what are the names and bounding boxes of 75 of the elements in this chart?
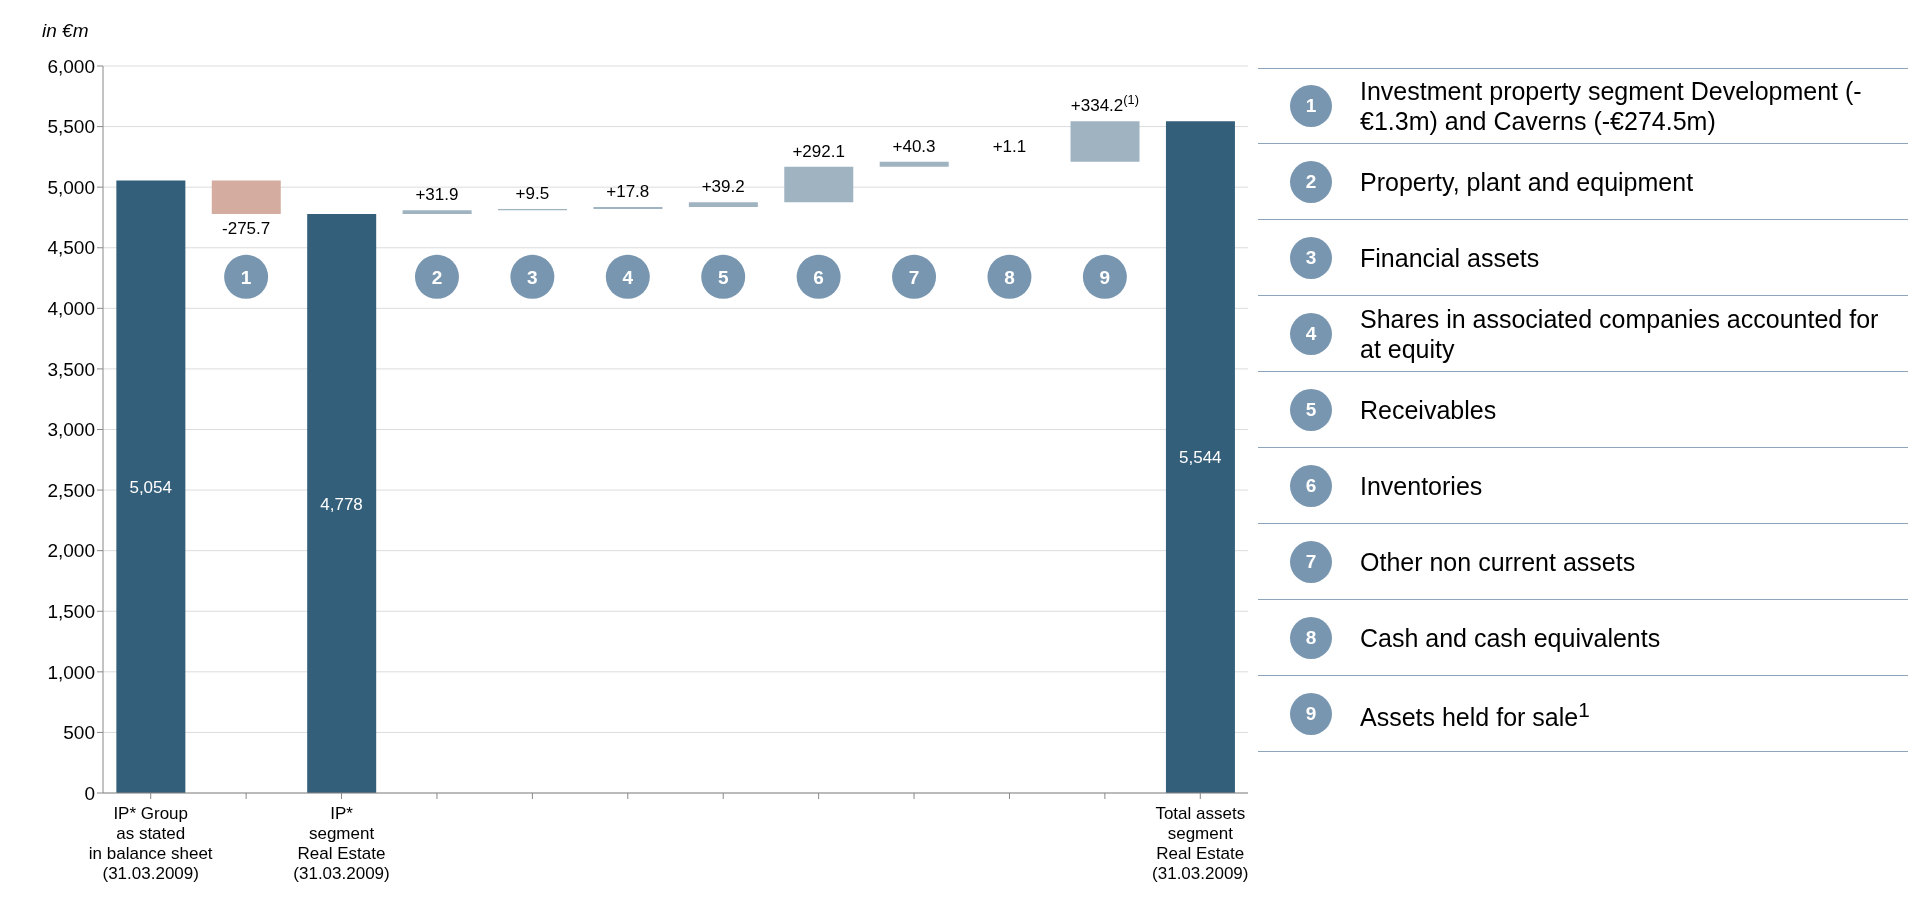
number-badge: 4	[1290, 312, 1332, 355]
text: Assets held for sale$^{1}$	[1360, 696, 1591, 733]
text: Inventories	[1360, 470, 1484, 501]
annotation: 9	[1099, 266, 1111, 288]
y-tick-label: 0	[84, 782, 95, 804]
annotation: 8	[1004, 266, 1015, 288]
data-label: +17.8	[606, 181, 650, 201]
bar	[116, 180, 186, 793]
y-tick-label: 5,000	[47, 176, 95, 198]
data-label: 5,544	[1179, 448, 1222, 468]
y-axis-title: in €m	[42, 20, 89, 42]
x-tick-label: Total assets segment Real Estate (31.03.2009)	[1152, 804, 1249, 883]
annotation: 2	[431, 266, 443, 288]
annotation: 5	[717, 266, 729, 288]
number-badge: 3	[510, 254, 555, 299]
y-tick-label: 3,000	[47, 419, 95, 441]
annotation: 4	[622, 266, 634, 288]
data-label: +292.1	[792, 141, 845, 161]
text: Receivables	[1360, 394, 1498, 425]
data-label: +1.1	[992, 136, 1027, 156]
annotation: 6	[813, 266, 824, 288]
text: Property, plant and equipment	[1360, 166, 1695, 197]
data-label: +39.2	[701, 177, 745, 197]
number-badge: 5	[701, 254, 746, 299]
data-label: +334.2$^{(1)}$	[1070, 91, 1139, 116]
y-tick-label: 1,500	[47, 600, 95, 622]
bar	[1070, 121, 1140, 162]
number-badge: 4	[605, 254, 650, 299]
x-tick-label: IP* segment Real Estate (31.03.2009)	[293, 804, 390, 883]
bar	[211, 180, 281, 215]
bar	[879, 161, 949, 167]
number-badge: 9	[1082, 254, 1127, 299]
number-badge: 1	[224, 254, 269, 299]
number-badge: 8	[987, 254, 1032, 299]
text: Cash and cash equivalents	[1360, 622, 1662, 653]
number-badge: 9	[1290, 692, 1332, 735]
bar	[402, 210, 472, 215]
data-label: 4,778	[320, 494, 363, 514]
y-tick-label: 6,000	[47, 55, 95, 77]
number-badge: 7	[892, 254, 937, 299]
data-label: +9.5	[515, 184, 550, 204]
number-badge: 5	[1290, 388, 1332, 431]
number-badge: 6	[1290, 464, 1332, 507]
data-label: +31.9	[415, 185, 459, 205]
y-tick-label: 4,500	[47, 237, 95, 259]
text: Shares in associated companies accounted for at equity	[1360, 303, 1880, 364]
text: Investment property segment Development (-€1.3m) and Caverns (-€274.5m)	[1360, 76, 1863, 136]
y-tick-label: 2,000	[47, 540, 95, 562]
number-badge: 3	[1290, 236, 1332, 279]
bar	[593, 206, 663, 210]
number-badge: 7	[1290, 540, 1332, 583]
y-tick-label: 4,000	[47, 298, 95, 320]
data-label: +40.3	[892, 136, 936, 156]
x-tick-label: IP* Group as stated in balance sheet (31.03.2009)	[88, 804, 213, 883]
bar	[688, 202, 758, 207]
number-badge: 2	[1290, 160, 1332, 203]
y-tick-label: 1,000	[47, 661, 95, 683]
bar	[307, 214, 377, 793]
data-label: 5,054	[129, 477, 172, 497]
annotation: 7	[908, 266, 920, 288]
number-badge: 2	[414, 254, 459, 299]
number-badge: 6	[796, 254, 841, 299]
bar	[784, 166, 854, 203]
number-badge: 8	[1290, 616, 1332, 659]
y-tick-label: 2,500	[47, 479, 95, 501]
text: Other non current assets	[1360, 546, 1637, 577]
text: Financial assets	[1360, 242, 1541, 273]
bar	[1165, 121, 1235, 793]
data-label: -275.7	[222, 219, 271, 239]
annotation: 3	[527, 266, 538, 288]
y-tick-label: 5,500	[47, 116, 95, 138]
y-tick-label: 3,500	[47, 358, 95, 380]
annotation: 1	[240, 266, 252, 288]
y-tick-label: 500	[63, 722, 95, 744]
number-badge: 1	[1290, 85, 1332, 127]
